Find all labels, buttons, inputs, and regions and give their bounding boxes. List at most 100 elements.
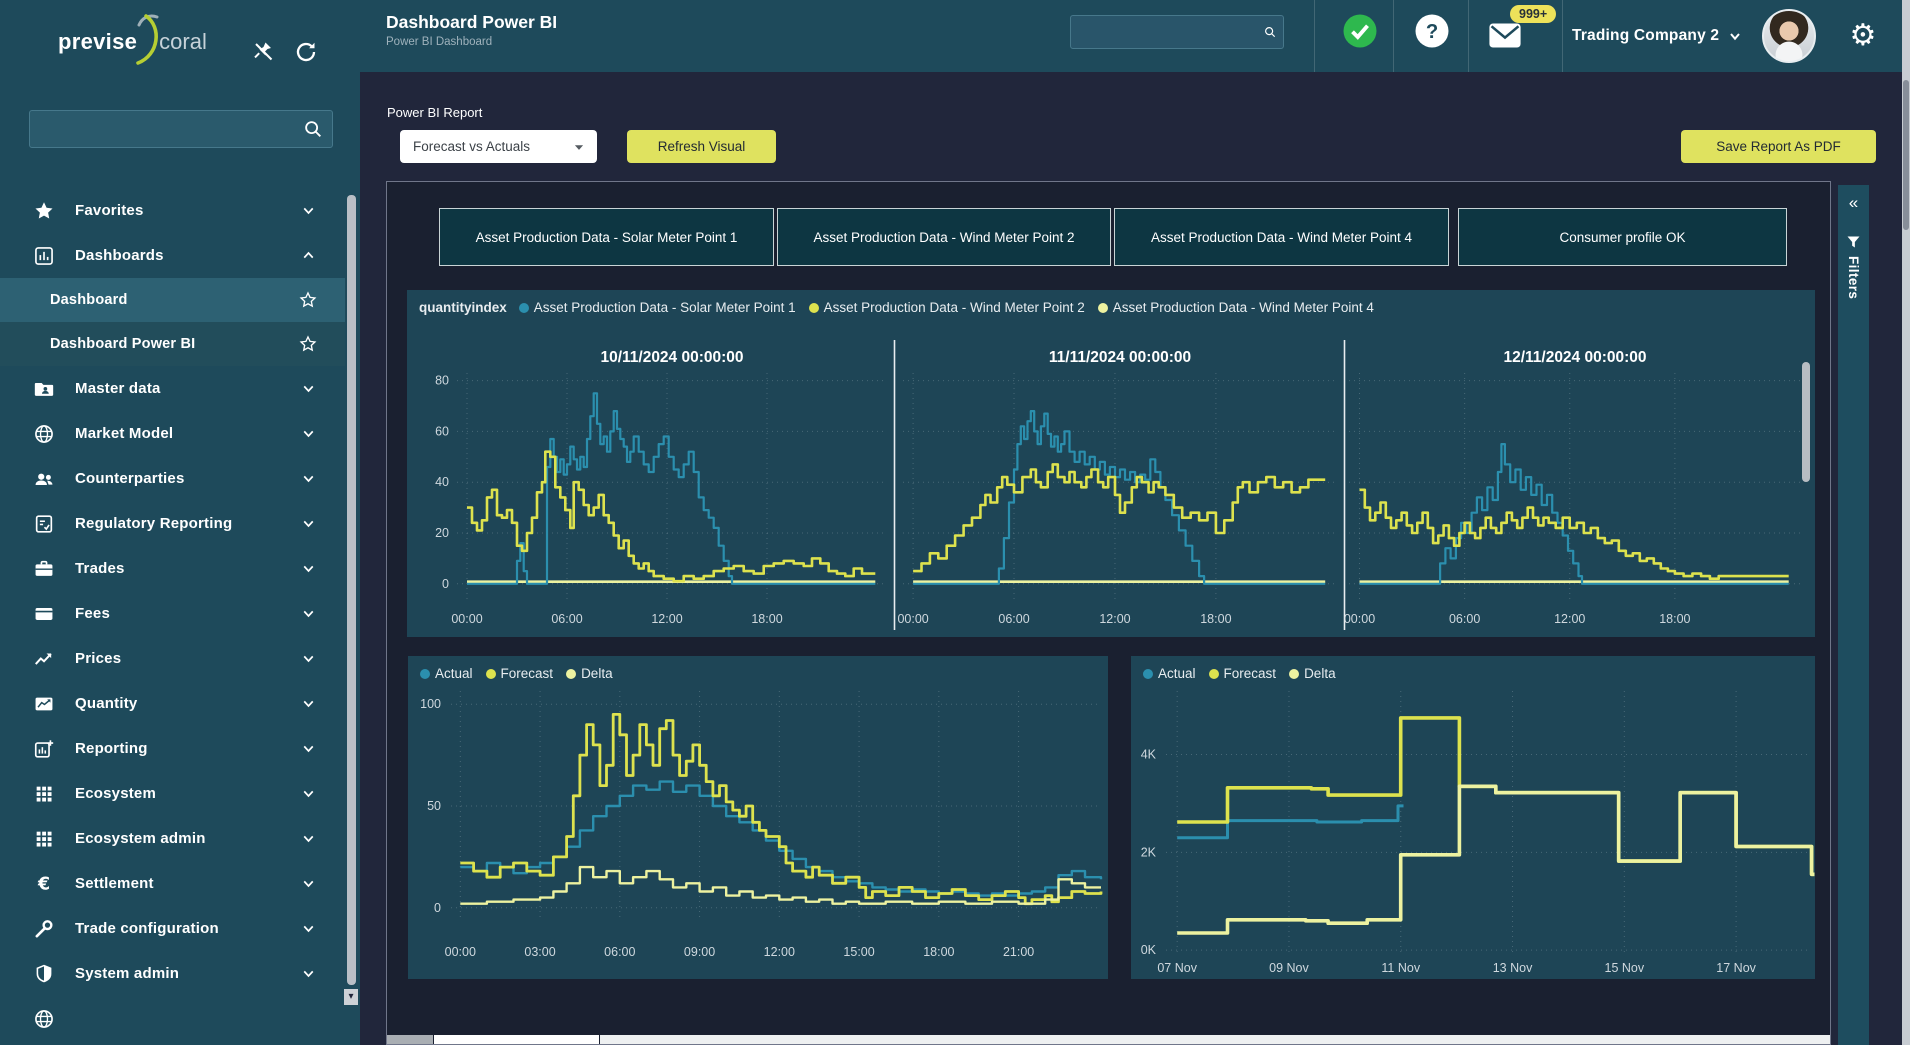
topbar-divider (1314, 0, 1315, 72)
sidebar-item-label: System admin (75, 965, 180, 982)
legend-label: Asset Production Data - Wind Meter Point… (1112, 300, 1374, 315)
svg-text:12/11/2024 00:00:00: 12/11/2024 00:00:00 (1503, 349, 1646, 366)
status-check-icon[interactable] (1342, 13, 1378, 49)
sidebar-subitem-label: Dashboard (50, 292, 128, 308)
page-title: Dashboard Power BI (386, 12, 558, 32)
legend-label: Asset Production Data - Solar Meter Poin… (533, 300, 796, 315)
sidebar-item-system-admin[interactable]: System admin (0, 951, 345, 996)
sidebar-item-prices[interactable]: Prices (0, 636, 345, 681)
svg-text:09 Nov: 09 Nov (1269, 961, 1309, 975)
chevron-down-icon (300, 965, 317, 982)
sidebar-item-settlement[interactable]: € Settlement (0, 861, 345, 906)
svg-text:40: 40 (435, 475, 449, 489)
chart-scrollbar[interactable] (1802, 362, 1810, 482)
svg-text:07 Nov: 07 Nov (1157, 961, 1197, 975)
daily-chart-card: Actual Forecast Delta 07 Nov 09 Nov 11 Nov 13… (1131, 656, 1815, 979)
chevron-down-icon (300, 695, 317, 712)
sidebar-item-trade-configuration[interactable]: Trade configuration (0, 906, 345, 951)
chevron-down-icon (300, 920, 317, 937)
report-tab-asset-production-data-wind-meter-point-2[interactable]: Asset Production Data - Wind Meter Point… (777, 208, 1111, 266)
svg-text:18:00: 18:00 (1200, 612, 1231, 626)
sidebar-item-ecosystem[interactable]: Ecosystem (0, 771, 345, 816)
sidebar-item-label: Counterparties (75, 470, 185, 487)
sidebar-item-label: Market Model (75, 425, 174, 442)
sidebar-subitem-dashboard-power-bi[interactable]: Dashboard Power BI (0, 322, 345, 366)
report-tab-asset-production-data-solar-meter-point-1[interactable]: Asset Production Data - Solar Meter Poin… (439, 208, 774, 266)
refresh-visual-button[interactable]: Refresh Visual (627, 130, 776, 163)
refresh-icon[interactable] (294, 40, 318, 64)
sidebar-item-fees[interactable]: Fees (0, 591, 345, 636)
report-tab-consumer-profile-ok[interactable]: Consumer profile OK (1458, 208, 1787, 266)
chevron-down-icon (300, 380, 317, 397)
svg-text:2K: 2K (1141, 845, 1157, 859)
search-icon[interactable] (302, 118, 324, 140)
report-tab-asset-production-data-wind-meter-point-4[interactable]: Asset Production Data - Wind Meter Point… (1114, 208, 1449, 266)
favorite-star-icon[interactable] (298, 290, 318, 310)
sidebar-item-dashboards[interactable]: Dashboards (0, 233, 345, 278)
people-icon (33, 468, 55, 490)
wrench-icon (33, 918, 55, 940)
window-scrollbar-thumb[interactable] (1903, 80, 1909, 230)
sidebar-item-quantity[interactable]: Quantity (0, 681, 345, 726)
sidebar-item-reporting[interactable]: Reporting (0, 726, 345, 771)
topbar-divider (1562, 0, 1563, 72)
settings-gear-icon[interactable]: ⚙ (1849, 18, 1877, 53)
help-icon[interactable]: ? (1414, 13, 1450, 49)
report-page-tab[interactable] (387, 1035, 433, 1044)
unpin-sidebar-icon[interactable] (252, 40, 276, 64)
messages-icon[interactable] (1488, 22, 1522, 50)
filter-funnel-icon[interactable] (1846, 235, 1861, 250)
sidebar-item-trades[interactable]: Trades (0, 546, 345, 591)
sidebar-scrollbar[interactable] (347, 195, 356, 985)
previse-coral-logo[interactable]: previse coral (58, 14, 207, 70)
window-scrollbar[interactable] (1902, 0, 1910, 1045)
messages-count-badge[interactable]: 999+ (1510, 5, 1557, 23)
company-selector[interactable]: Trading Company 2 (1572, 0, 1743, 72)
sidebar: previse coral (0, 0, 360, 1045)
global-search-input[interactable] (1071, 24, 1263, 40)
sidebar-item-ecosystem-admin[interactable]: Ecosystem admin (0, 816, 345, 861)
search-icon[interactable] (1263, 20, 1277, 44)
sidebar-item-master-data[interactable]: Master data (0, 366, 345, 411)
sidebar-item-label: Favorites (75, 202, 144, 219)
report-select[interactable]: Forecast vs Actuals (400, 130, 597, 163)
sidebar-search (29, 110, 333, 148)
legend-dot-icon (420, 668, 430, 679)
user-avatar[interactable] (1762, 9, 1816, 63)
sidebar-item-market-model[interactable]: Market Model (0, 411, 345, 456)
chevron-up-icon (300, 247, 317, 264)
report-page-tab[interactable] (434, 1035, 599, 1044)
save-report-pdf-button[interactable]: Save Report As PDF (1681, 130, 1876, 163)
sidebar-item-hidden[interactable] (0, 996, 345, 1041)
chevron-down-icon (300, 470, 317, 487)
logo-text-light: coral (159, 29, 207, 54)
svg-text:12:00: 12:00 (764, 945, 795, 959)
report-bookmark-tabs: Asset Production Data - Solar Meter Poin… (439, 208, 1787, 266)
favorite-star-icon[interactable] (298, 334, 318, 354)
svg-text:13 Nov: 13 Nov (1493, 961, 1533, 975)
chevron-down-icon (300, 560, 317, 577)
sidebar-item-label: Trades (75, 560, 125, 577)
legend-dot-icon (1289, 668, 1300, 679)
sidebar-item-favorites[interactable]: Favorites (0, 188, 345, 233)
sidebar-scroll-down-button[interactable]: ▾ (344, 989, 358, 1005)
sidebar-search-input[interactable] (30, 121, 302, 137)
svg-text:0: 0 (434, 901, 441, 915)
legend-dot-icon (566, 668, 577, 679)
svg-text:09:00: 09:00 (684, 945, 715, 959)
report-select-value: Forecast vs Actuals (413, 139, 531, 154)
chevron-down-icon (574, 144, 584, 150)
legend-item: Delta (566, 666, 613, 681)
svg-text:?: ? (1426, 21, 1438, 43)
report-page-tabs-strip (387, 1035, 1830, 1044)
sidebar-subitem-dashboard[interactable]: Dashboard (0, 278, 345, 322)
svg-text:18:00: 18:00 (923, 945, 954, 959)
svg-text:12:00: 12:00 (651, 612, 682, 626)
sidebar-item-regulatory-reporting[interactable]: Regulatory Reporting (0, 501, 345, 546)
logo-text-bold: previse (58, 29, 138, 54)
expand-filters-icon[interactable]: « (1848, 193, 1859, 212)
svg-text:03:00: 03:00 (524, 945, 555, 959)
sidebar-menu: Favorites Dashboards Dashboard Dashboard Po… (0, 188, 360, 1045)
sidebar-item-counterparties[interactable]: Counterparties (0, 456, 345, 501)
